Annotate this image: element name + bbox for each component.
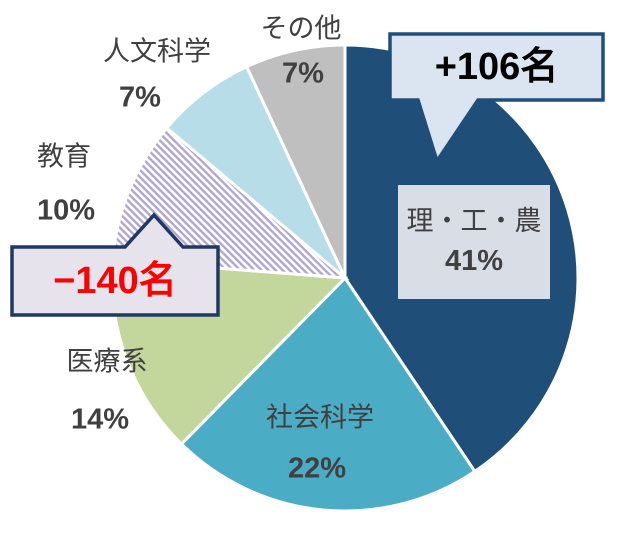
label-kyoiku-pct: 10% (36, 194, 96, 227)
label-rikounou-pct: 41% (444, 245, 504, 277)
label-shakai: 社会科学 (266, 402, 374, 433)
label-kyoiku: 教育 (37, 141, 91, 172)
label-iryo-pct: 14% (70, 403, 130, 436)
callout-increase-text: +106名 (434, 46, 559, 88)
label-jinbun-pct: 7% (119, 81, 161, 114)
label-iryo: 医療系 (66, 346, 148, 377)
callout-increase-bubble (388, 32, 605, 166)
callout-decrease-text: −140名 (53, 260, 177, 302)
label-shakai-pct: 22% (287, 452, 347, 485)
label-jinbun: 人文科学 (103, 36, 211, 67)
callout-decrease-bubble (10, 212, 220, 317)
label-sonota: その他 (260, 13, 342, 44)
label-rikounou: 理・工・農 (406, 206, 542, 236)
pie-slice-6 (244, 43, 347, 279)
pie-slice-2 (179, 275, 477, 513)
pie-slices (110, 43, 580, 513)
label-sonota-pct: 7% (282, 57, 324, 90)
label-rikounou-box: 理・工・農 41% (398, 185, 550, 299)
